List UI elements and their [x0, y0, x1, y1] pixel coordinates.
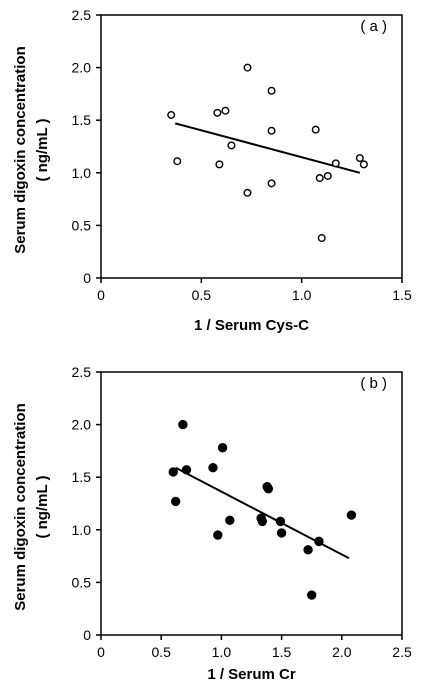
y-tick-label: 0.5 — [72, 574, 92, 590]
data-point — [267, 126, 276, 135]
panel-b: 0 0.5 1.0 1.5 2.0 2.5 0 0.5 1.0 1.5 2.0 2.5 ( b ) 1 /… — [12, 364, 412, 683]
y-axis-title: Serum digoxin concentration — [12, 46, 29, 254]
plot-frame — [100, 14, 403, 279]
x-axis-title: 1 / Serum Cys-C — [194, 317, 309, 334]
data-point — [173, 157, 182, 166]
data-point — [170, 496, 181, 507]
y-tick-label: 1.5 — [72, 469, 92, 485]
data-point — [167, 110, 176, 119]
data-point — [323, 171, 332, 180]
data-point — [243, 63, 252, 72]
plot-frame — [100, 371, 403, 636]
y-tick-label: 1.0 — [72, 165, 92, 181]
data-point — [227, 141, 236, 150]
y-tick-label: 1.0 — [72, 522, 92, 538]
panel-label: ( a ) — [360, 18, 387, 35]
y-tick-label: 2.0 — [72, 417, 92, 433]
data-point — [181, 465, 192, 475]
data-point — [267, 86, 276, 95]
x-tick-label: 2.0 — [332, 644, 352, 660]
data-point — [311, 125, 320, 134]
data-point — [215, 160, 224, 169]
panel-a: 0 0.5 1.0 1.5 2.0 2.5 0 0.5 1.0 1.5 ( a ) 1 / Serum… — [12, 7, 412, 334]
data-point — [275, 516, 286, 527]
data-point — [257, 516, 268, 527]
data-point — [168, 467, 178, 477]
x-tick-label: 0.5 — [192, 287, 212, 303]
data-point — [243, 188, 252, 197]
x-axis-title: 1 / Serum Cr — [207, 666, 296, 683]
y-tick-label: 1.5 — [72, 112, 92, 128]
data-point — [208, 463, 218, 473]
data-point — [213, 108, 222, 117]
x-tick-label: 0.5 — [151, 644, 171, 660]
data-point — [307, 590, 317, 600]
data-point — [359, 160, 368, 169]
data-point — [317, 234, 326, 243]
data-point — [263, 484, 274, 494]
y-tick-label: 2.5 — [72, 364, 92, 380]
y-tick-label: 0 — [83, 627, 91, 643]
data-point — [303, 545, 313, 555]
data-point — [221, 106, 230, 115]
y-axis-unit: ( ng/mL ) — [34, 475, 51, 538]
regression-line — [175, 466, 350, 560]
x-tick-label: 1.0 — [292, 287, 312, 303]
x-tick-label: 2.5 — [392, 644, 412, 660]
data-point — [355, 154, 364, 163]
data-point — [267, 179, 276, 188]
y-tick-label: 0.5 — [72, 217, 92, 233]
data-point — [225, 515, 235, 526]
data-point — [346, 510, 357, 520]
data-point — [213, 530, 223, 540]
y-tick-label: 0 — [83, 270, 91, 286]
x-tick-label: 1.5 — [272, 644, 292, 660]
regression-line — [174, 122, 361, 174]
y-axis-unit: ( ng/mL ) — [34, 118, 51, 181]
data-point — [178, 419, 188, 430]
data-point — [331, 159, 340, 168]
x-tick-label: 0 — [97, 644, 105, 660]
data-point — [276, 528, 287, 538]
y-tick-label: 2.5 — [72, 7, 92, 23]
data-point — [315, 174, 324, 183]
panel-label: ( b ) — [360, 375, 387, 392]
x-tick-label: 1.0 — [212, 644, 232, 660]
y-tick-label: 2.0 — [72, 60, 92, 76]
y-axis-title: Serum digoxin concentration — [12, 403, 29, 611]
data-point — [314, 536, 324, 547]
x-tick-label: 0 — [97, 287, 105, 303]
data-point — [217, 443, 228, 453]
x-tick-label: 1.5 — [392, 287, 412, 303]
